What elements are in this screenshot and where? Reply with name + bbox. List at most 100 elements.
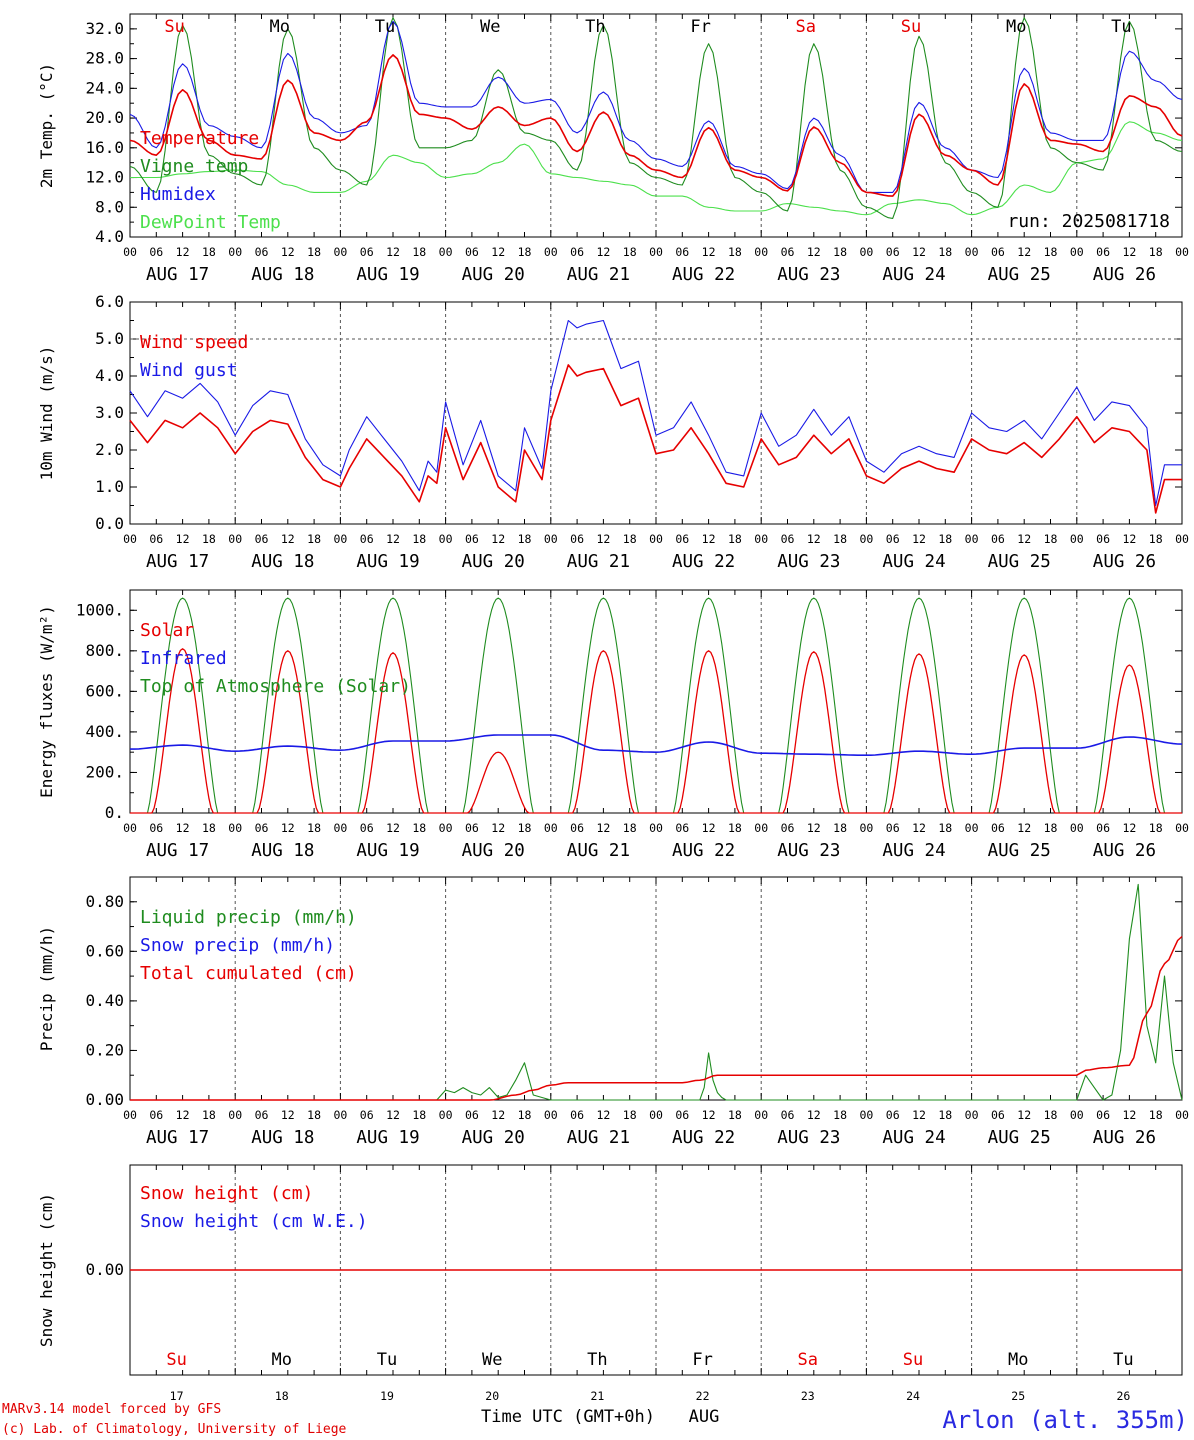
hour-tick-label: 00 xyxy=(439,245,453,259)
weekday-label: Su xyxy=(903,1350,923,1370)
hour-tick-label: 18 xyxy=(307,532,321,546)
hour-tick-label: 18 xyxy=(412,821,426,835)
hour-tick-label: 12 xyxy=(596,245,610,259)
date-label: AUG 19 xyxy=(356,552,419,572)
date-label: AUG 20 xyxy=(462,265,525,285)
date-label: AUG 20 xyxy=(462,1128,525,1148)
hour-tick-label: 06 xyxy=(570,821,584,835)
hour-tick-label: 12 xyxy=(1017,821,1031,835)
legend-entry: Snow precip (mm/h) xyxy=(140,935,335,956)
legend-entry: Humidex xyxy=(140,184,216,205)
hour-tick-label: 12 xyxy=(176,245,190,259)
panel-snow: 0.00 Snow height (cm) Snow height (cm) Snow… xyxy=(37,1164,1183,1403)
hour-tick-label: 12 xyxy=(1122,532,1136,546)
hour-tick-label: 18 xyxy=(307,1108,321,1122)
y-tick-label: 0.00 xyxy=(85,1260,124,1279)
weekday-label: We xyxy=(482,1350,502,1370)
date-label: AUG 26 xyxy=(1093,265,1156,285)
hour-tick-label: 18 xyxy=(202,245,216,259)
hour-tick-label: 18 xyxy=(1149,1108,1163,1122)
hour-tick-label: 12 xyxy=(176,1108,190,1122)
hour-tick-label: 18 xyxy=(518,821,532,835)
x-axis-labels: 00 06 12 18 AUG 17 00 06 12 18 AUG 18 00 06 12 18 AUG … xyxy=(123,532,1189,572)
date-label: AUG 17 xyxy=(146,1128,209,1148)
hour-tick-label: 12 xyxy=(1017,532,1031,546)
y-tick-label: 12.0 xyxy=(85,168,124,187)
hour-tick-label: 00 xyxy=(333,532,347,546)
weekday-label: Su xyxy=(164,17,184,37)
legend-entry: Snow height (cm W.E.) xyxy=(140,1211,368,1232)
weekday-label: Su xyxy=(901,17,921,37)
legend-entry: Liquid precip (mm/h) xyxy=(140,907,357,928)
y-tick-label: 0.20 xyxy=(85,1040,124,1059)
day-number: 22 xyxy=(696,1389,710,1403)
legend-entry: Snow height (cm) xyxy=(140,1183,313,1204)
hour-tick-label: 06 xyxy=(1096,245,1110,259)
hour-tick-label: 00 xyxy=(123,532,137,546)
weekday-label: Tu xyxy=(377,1350,397,1370)
hour-tick-label: 00 xyxy=(1070,245,1084,259)
y-tick-label: 0. xyxy=(105,803,124,822)
hour-tick-label: 06 xyxy=(1096,821,1110,835)
hour-tick-label: 12 xyxy=(386,821,400,835)
date-label: AUG 26 xyxy=(1093,552,1156,572)
hour-tick-label: 00 xyxy=(754,1108,768,1122)
hour-tick-label: 18 xyxy=(1149,821,1163,835)
hour-tick-label: 06 xyxy=(360,532,374,546)
legend-entry: Temperature xyxy=(140,128,259,149)
run-label: run: 2025081718 xyxy=(1007,211,1170,232)
series-total-cumulated xyxy=(130,935,1183,1101)
hour-tick-label: 00 xyxy=(333,1108,347,1122)
hour-tick-label: 12 xyxy=(912,821,926,835)
hour-tick-label: 18 xyxy=(938,1108,952,1122)
hour-tick-label: 12 xyxy=(912,245,926,259)
hour-tick-label: 06 xyxy=(781,821,795,835)
hour-tick-label: 18 xyxy=(412,245,426,259)
day-number: 20 xyxy=(485,1389,499,1403)
y-tick-label: 800. xyxy=(85,641,124,660)
hour-tick-label: 06 xyxy=(781,532,795,546)
hour-tick-label: 06 xyxy=(886,821,900,835)
y-tick-label: 1.0 xyxy=(95,477,124,496)
hour-tick-label: 12 xyxy=(491,532,505,546)
hour-tick-label: 00 xyxy=(649,821,663,835)
date-label: AUG 23 xyxy=(777,1128,840,1148)
y-tick-label: 24.0 xyxy=(85,78,124,97)
hour-tick-label: 00 xyxy=(228,821,242,835)
panel-energy: 0. 200. 400. 600. 800. 1000. Energy fluxes (W/… xyxy=(37,589,1183,822)
y-tick-label: 20.0 xyxy=(85,108,124,127)
hour-tick-label: 18 xyxy=(1149,532,1163,546)
hour-tick-label: 18 xyxy=(623,1108,637,1122)
hour-tick-label: 18 xyxy=(518,245,532,259)
hour-tick-label: 06 xyxy=(255,1108,269,1122)
day-number: 21 xyxy=(590,1389,604,1403)
series-humidex xyxy=(129,20,1183,193)
y-tick-label: 0.80 xyxy=(85,892,124,911)
date-label: AUG 21 xyxy=(567,1128,630,1148)
hour-tick-label: 00 xyxy=(123,245,137,259)
legend-entry: Vigne temp xyxy=(140,156,248,177)
hour-tick-label: 18 xyxy=(1044,821,1058,835)
date-label: AUG 23 xyxy=(777,841,840,861)
hour-tick-label: 00 xyxy=(123,1108,137,1122)
hour-tick-label: 18 xyxy=(623,821,637,835)
panel-frame xyxy=(129,13,1183,238)
hour-tick-label: 18 xyxy=(623,245,637,259)
hour-tick-label: 00 xyxy=(859,532,873,546)
x-axis-labels: 00 06 12 18 AUG 17 00 06 12 18 AUG 18 00 06 12 18 AUG … xyxy=(123,245,1189,285)
hour-tick-label: 00 xyxy=(859,1108,873,1122)
day-number: 17 xyxy=(170,1389,184,1403)
series-temperature xyxy=(129,54,1183,197)
hour-tick-label: 12 xyxy=(1122,245,1136,259)
hour-tick-label: 06 xyxy=(149,245,163,259)
y-tick-label: 28.0 xyxy=(85,49,124,68)
hour-tick-label: 00 xyxy=(1070,532,1084,546)
y-tick-label: 200. xyxy=(85,762,124,781)
date-label: AUG 22 xyxy=(672,552,735,572)
hour-tick-label: 00 xyxy=(228,532,242,546)
hour-tick-label: 00 xyxy=(754,532,768,546)
y-tick-label: 0.00 xyxy=(85,1090,124,1109)
hour-tick-label: 12 xyxy=(386,1108,400,1122)
hour-tick-label: 00 xyxy=(859,821,873,835)
hour-tick-label: 18 xyxy=(202,821,216,835)
